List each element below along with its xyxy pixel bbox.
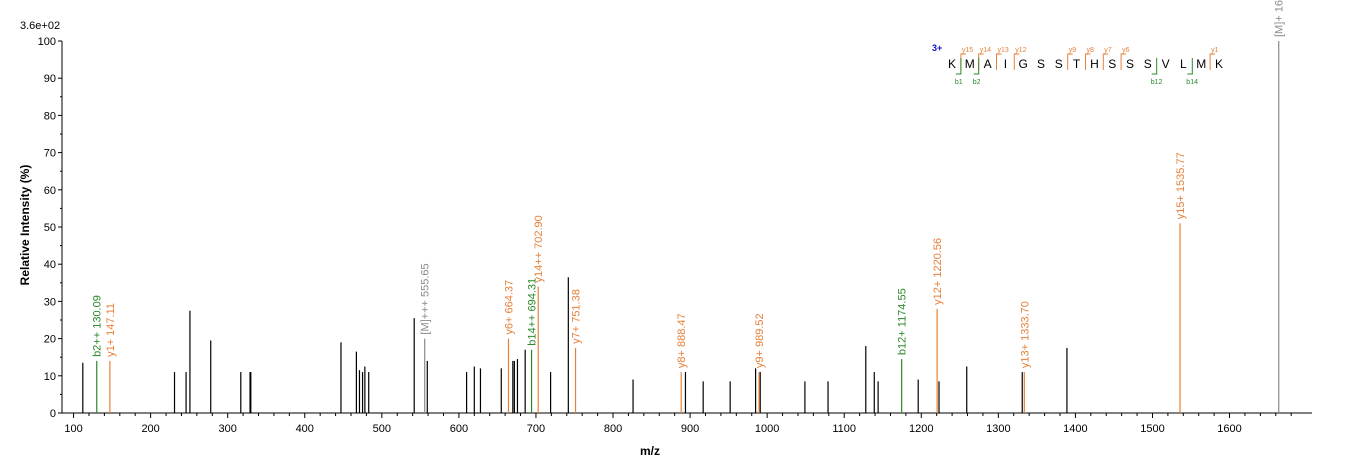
- peak-label-y: y1+ 147.11: [105, 303, 117, 357]
- x-tick-label: 400: [296, 423, 314, 435]
- y-tick-label: 30: [44, 296, 56, 308]
- y-ion-bracket: [1102, 53, 1109, 70]
- x-tick-label: 100: [64, 423, 82, 435]
- y-ion-label: y6: [1122, 47, 1130, 54]
- sequence-residue: S: [1055, 57, 1063, 71]
- sequence-residue: M: [1196, 57, 1206, 71]
- y-ion-bracket: [1120, 53, 1127, 70]
- b-ion-label: b1: [955, 79, 963, 86]
- peak-label-y: y7+ 751.38: [571, 289, 583, 344]
- peaks: [82, 41, 1280, 413]
- sequence-residue: S: [1144, 57, 1152, 71]
- sequence-residue: S: [1037, 57, 1045, 71]
- peak-label-y: y9+ 989.52: [754, 313, 766, 368]
- x-tick-label: 500: [373, 423, 391, 435]
- sequence-residue: K: [948, 57, 956, 71]
- peak-label-precursor: [M]+++ 555.65: [420, 263, 432, 334]
- x-tick-label: 1600: [1217, 423, 1241, 435]
- sequence-residue: I: [1004, 57, 1007, 71]
- sequence-residue: K: [1215, 57, 1223, 71]
- y-tick-label: 50: [44, 222, 56, 234]
- y-ion-bracket: [1013, 53, 1020, 70]
- x-tick-label: 800: [604, 423, 622, 435]
- x-tick-label: 1500: [1140, 423, 1164, 435]
- x-tick-label: 1400: [1063, 423, 1087, 435]
- x-tick-label: 1300: [986, 423, 1010, 435]
- sequence-residue: G: [1019, 57, 1028, 71]
- peak-label-y: y8+ 888.47: [676, 313, 688, 368]
- peak-label-y: y12+ 1220.56: [932, 238, 944, 305]
- sequence-residue: M: [965, 57, 975, 71]
- x-tick-label: 1000: [755, 423, 779, 435]
- y-tick-label: 100: [38, 36, 56, 48]
- y-tick-label: 10: [44, 371, 56, 383]
- x-tick-label: 600: [450, 423, 468, 435]
- y-ion-label: y8: [1087, 47, 1095, 54]
- b-ion-label: b14: [1186, 79, 1198, 86]
- y-ion-label: y9: [1069, 47, 1077, 54]
- y-tick-label: 0: [50, 408, 56, 420]
- y-tick-label: 70: [44, 148, 56, 160]
- b-ion-bracket: [973, 58, 980, 75]
- y-ion-label: y12: [1015, 47, 1026, 54]
- sequence-residue: L: [1180, 57, 1187, 71]
- y-ion-label: y1: [1211, 47, 1219, 54]
- y-axis-title: Relative Intensity (%): [18, 165, 32, 286]
- b-ion-bracket: [1187, 58, 1193, 75]
- x-tick-label: 300: [219, 423, 237, 435]
- b-ion-label: b2: [973, 79, 981, 86]
- peak-label-y: y13+ 1333.70: [1019, 301, 1031, 368]
- intensity-scale-label: 3.6e+02: [20, 20, 60, 32]
- y-ion-bracket: [1067, 53, 1073, 70]
- y-ion-label: y15: [962, 47, 973, 54]
- y-ion-bracket: [1085, 53, 1091, 70]
- x-tick-label: 200: [141, 423, 159, 435]
- sequence-residue: S: [1108, 57, 1116, 71]
- x-tick-label: 700: [527, 423, 545, 435]
- y-ion-label: y7: [1104, 47, 1112, 54]
- y-ion-bracket: [1209, 53, 1216, 70]
- peak-label-y: y6+ 664.37: [503, 280, 515, 335]
- b-ion-label: b12: [1151, 79, 1163, 86]
- peak-label-b: b14++ 694.31: [527, 278, 539, 346]
- y-ion-bracket: [996, 53, 1002, 70]
- peak-label-precursor: [M]+ 1663.82: [1274, 0, 1286, 37]
- y-tick-label: 40: [44, 259, 56, 271]
- y-tick-label: 60: [44, 185, 56, 197]
- x-tick-label: 1200: [909, 423, 933, 435]
- y-ion-label: y14: [980, 47, 991, 54]
- sequence-residue: A: [984, 57, 992, 71]
- axes: 0 10 20 30 40 50 60 70 80 90 100 100 200 300 400 500 600…: [38, 36, 1312, 435]
- peak-label-b: b12+ 1174.55: [897, 288, 909, 355]
- charge-state: 3+: [932, 43, 942, 53]
- x-tick-label: 900: [681, 423, 699, 435]
- sequence-residue: V: [1162, 57, 1170, 71]
- sequence-residue: H: [1090, 57, 1099, 71]
- peak-label-b: b2++ 130.09: [92, 295, 104, 357]
- peak-label-y: y14++ 702.90: [533, 215, 545, 282]
- y-ion-label: y13: [998, 47, 1009, 54]
- peak-label-y: y15+ 1535.77: [1175, 152, 1187, 219]
- sequence-residue: S: [1126, 57, 1134, 71]
- y-tick-label: 90: [44, 73, 56, 85]
- sequence-residue: T: [1073, 57, 1081, 71]
- b-ion-bracket: [1151, 58, 1158, 75]
- y-tick-label: 20: [44, 334, 56, 346]
- x-tick-label: 1100: [832, 423, 856, 435]
- x-axis-title: m/z: [640, 444, 660, 458]
- b-ion-bracket: [955, 58, 962, 75]
- peak-labels: y1+ 147.11 y6+ 664.37 y14++ 702.90 y7+ 751.…: [92, 0, 1286, 368]
- y-tick-label: 80: [44, 110, 56, 122]
